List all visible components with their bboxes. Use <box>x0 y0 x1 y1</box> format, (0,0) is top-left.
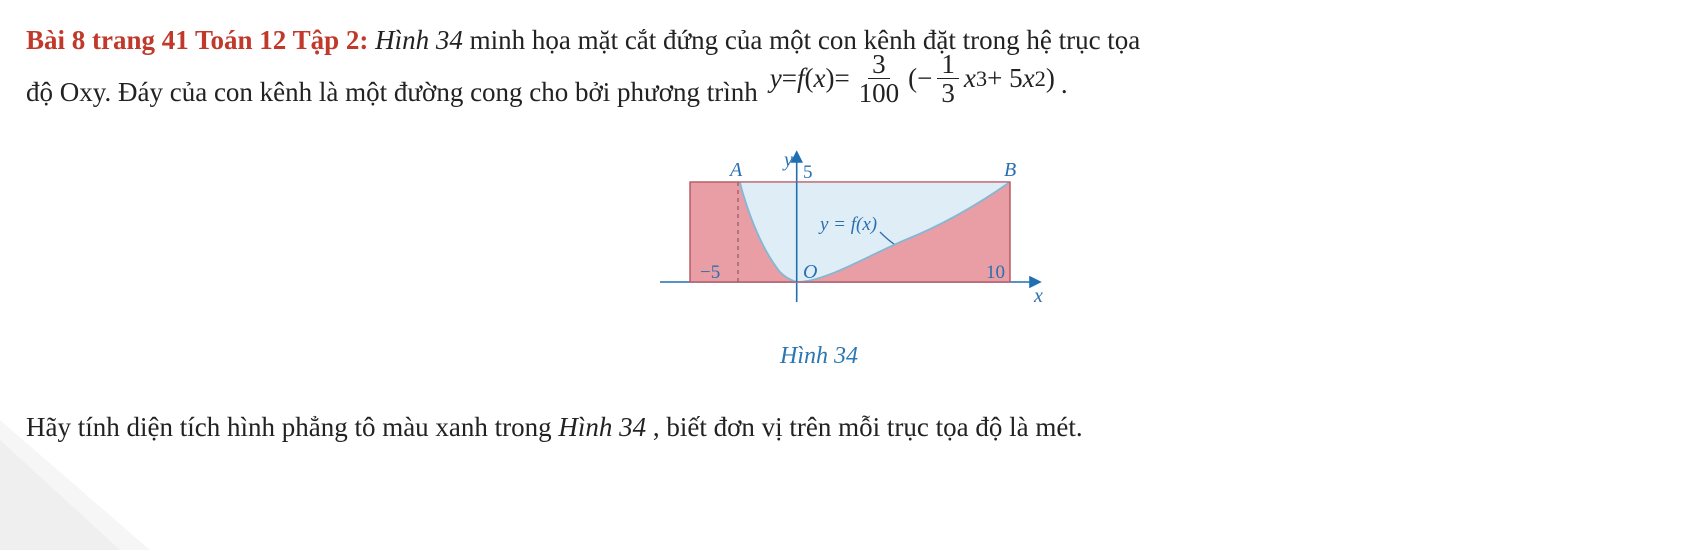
question-line: Hãy tính diện tích hình phẳng tô màu xan… <box>26 405 1664 451</box>
x-tick-10: 10 <box>986 262 1005 283</box>
figure-caption: Hình 34 <box>604 336 1034 377</box>
eq-frac2-num: 1 <box>937 50 959 79</box>
y-tick-5: 5 <box>803 162 813 183</box>
eq-sup3: 3 <box>976 60 987 98</box>
label-A: A <box>728 159 743 181</box>
eq-period: . <box>1061 62 1068 108</box>
eq-frac1-num: 3 <box>868 50 890 79</box>
eq-y: y <box>770 56 782 102</box>
eq-frac2-den: 3 <box>937 79 959 107</box>
final-hinh34: Hình 34 <box>558 412 646 442</box>
eq-sup2: 2 <box>1035 60 1046 98</box>
eq-plus5: + 5 <box>987 56 1022 102</box>
eq-frac-1-3: 1 3 <box>937 50 959 108</box>
problem-title: Bài 8 trang 41 Toán 12 Tập 2: <box>26 25 368 55</box>
eq-eq2: = <box>834 56 849 102</box>
eq-x2: x <box>1023 56 1035 102</box>
eq-paren-close: ) <box>825 56 834 102</box>
eq-frac1-den: 100 <box>855 79 904 107</box>
curve-label: y = f(x) <box>818 214 877 235</box>
label-O: O <box>803 261 817 283</box>
y-axis-label: y <box>782 149 793 171</box>
intro-hinh: Hình <box>375 25 429 55</box>
eq-x1: x <box>813 56 825 102</box>
intro-text-2: độ Oxy. Đáy của con kênh là một đường co… <box>26 70 758 116</box>
x-axis-label: x <box>1033 285 1043 307</box>
eq-eq1: = <box>782 56 797 102</box>
eq-close: ) <box>1046 56 1055 102</box>
x-tick-neg5: −5 <box>700 262 720 283</box>
figure-block: y x A B O 5 −5 10 y = f(x) Hình 34 <box>26 132 1664 378</box>
eq-f: f <box>797 56 805 102</box>
eq-open: (− <box>908 56 932 102</box>
final-part-1: Hãy tính diện tích hình phẳng tô màu xan… <box>26 412 558 442</box>
problem-intro-line-2: độ Oxy. Đáy của con kênh là một đường co… <box>26 64 1664 122</box>
figure-34-diagram: y x A B O 5 −5 10 y = f(x) <box>630 132 1060 332</box>
intro-34: 34 <box>436 25 463 55</box>
equation: y = f (x) = 3 100 (− 1 3 x3 + 5 x2 ) <box>770 50 1055 108</box>
final-part-2: , biết đơn vị trên mỗi trục tọa độ là mé… <box>653 412 1083 442</box>
eq-x3: x <box>964 56 976 102</box>
label-B: B <box>1004 159 1016 181</box>
eq-frac-3-100: 3 100 <box>855 50 904 108</box>
